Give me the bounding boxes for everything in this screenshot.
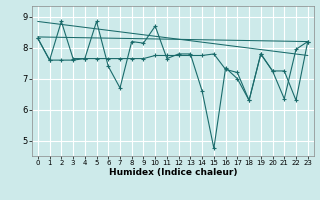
X-axis label: Humidex (Indice chaleur): Humidex (Indice chaleur) bbox=[108, 168, 237, 177]
